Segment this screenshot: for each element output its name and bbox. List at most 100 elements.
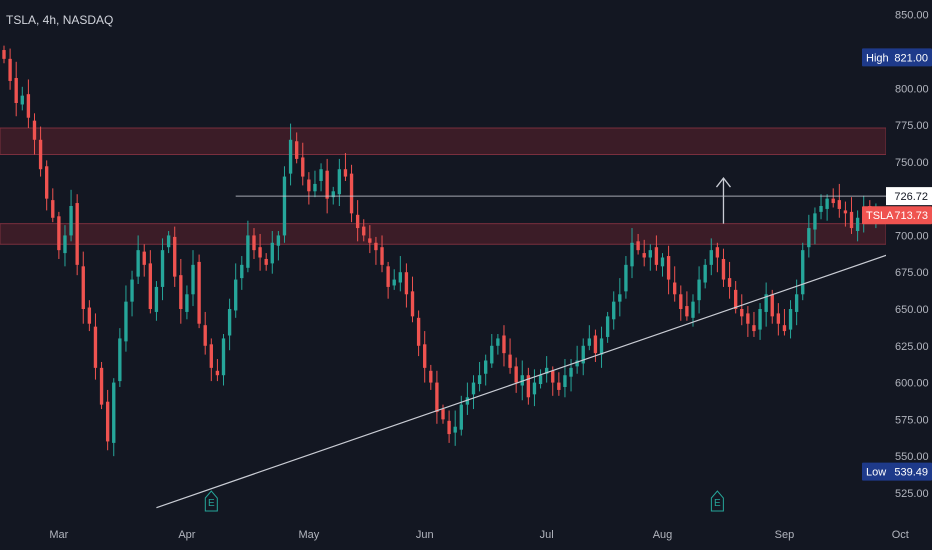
- candle-body: [532, 382, 537, 395]
- high-badge-label: High: [866, 52, 889, 64]
- candle-body: [825, 198, 829, 209]
- candle-body: [660, 257, 665, 267]
- candle-body: [471, 382, 476, 395]
- candle-body: [807, 228, 811, 248]
- candle-body: [14, 77, 18, 103]
- candle-body: [179, 275, 183, 309]
- candlesticks: [2, 45, 878, 457]
- candle-body: [788, 309, 793, 330]
- candle-body: [685, 306, 689, 317]
- candle-body: [32, 120, 37, 140]
- candle-body: [209, 344, 213, 368]
- price-tick-label: 550.00: [895, 451, 929, 463]
- candle-body: [843, 210, 848, 214]
- candle-body: [252, 235, 256, 251]
- candle-body: [301, 157, 305, 177]
- low-badge-value: 539.49: [894, 467, 928, 479]
- candle-body: [569, 367, 573, 377]
- high-badge-value: 821.00: [894, 52, 928, 64]
- candle-body: [526, 375, 531, 398]
- candle-body: [666, 256, 671, 280]
- candle-body: [112, 382, 116, 443]
- candle-body: [246, 235, 250, 268]
- candle-body: [337, 169, 342, 195]
- candle-body: [727, 278, 732, 287]
- time-tick-label: Jul: [540, 529, 554, 541]
- candle-body: [429, 370, 433, 383]
- candle-body: [362, 226, 366, 236]
- resistance-zones: [0, 127, 887, 245]
- candle-body: [654, 247, 659, 265]
- candle-body: [831, 198, 835, 204]
- candle-body: [349, 173, 354, 214]
- candle-body: [703, 264, 707, 283]
- candle-body: [26, 94, 31, 118]
- level-badge-bg: [886, 187, 932, 206]
- candle-body: [374, 242, 378, 251]
- candle-body: [380, 247, 384, 265]
- candle-body: [648, 250, 652, 258]
- symbol-title: TSLA, 4h, NASDAQ: [6, 13, 114, 27]
- candle-body: [673, 282, 677, 295]
- candle-body: [81, 266, 85, 309]
- candle-body: [325, 170, 329, 199]
- candle-body: [57, 216, 61, 251]
- earnings-label: E: [714, 498, 721, 509]
- candle-body: [636, 241, 640, 251]
- candle-body: [392, 279, 396, 286]
- candle-body: [258, 247, 262, 258]
- price-tick-label: 775.00: [895, 120, 929, 132]
- candle-body: [355, 214, 360, 229]
- candle-body: [38, 139, 43, 170]
- candle-body: [191, 264, 195, 295]
- candle-body: [118, 338, 122, 382]
- candle-body: [502, 335, 506, 354]
- time-tick-label: Apr: [178, 529, 195, 541]
- candle-body: [99, 367, 104, 405]
- candle-body: [794, 294, 799, 312]
- candle-body: [709, 250, 713, 265]
- candle-body: [612, 301, 616, 320]
- time-tick-label: Mar: [49, 529, 68, 541]
- candle-body: [782, 325, 787, 332]
- candle-body: [45, 166, 49, 199]
- resistance-zone: [0, 127, 887, 155]
- price-tick-label: 700.00: [895, 230, 929, 242]
- price-axis[interactable]: [886, 0, 932, 520]
- candle-body: [642, 253, 646, 258]
- candle-body: [282, 176, 287, 236]
- candle-body: [51, 200, 55, 218]
- earnings-label: E: [208, 498, 215, 509]
- candle-body: [484, 360, 488, 374]
- candle-body: [368, 238, 372, 243]
- candle-body: [343, 169, 348, 177]
- candle-body: [618, 294, 622, 302]
- candle-body: [69, 206, 73, 236]
- candle-body: [20, 95, 24, 105]
- candle-body: [691, 301, 695, 318]
- candle-body: [453, 426, 457, 433]
- candle-body: [173, 236, 177, 277]
- candle-body: [575, 360, 579, 367]
- candle-body: [234, 279, 238, 311]
- candle-body: [185, 294, 189, 312]
- candle-body: [410, 291, 415, 317]
- candle-body: [581, 345, 585, 364]
- candle-body: [197, 261, 201, 324]
- candle-body: [240, 264, 244, 279]
- time-axis-labels: Mar Apr May Jun Jul Aug Sep Oct: [49, 529, 908, 541]
- candle-body: [142, 251, 146, 265]
- time-axis[interactable]: [0, 520, 886, 550]
- candle-body: [563, 375, 567, 387]
- candle-body: [416, 317, 421, 346]
- candle-body: [837, 200, 841, 209]
- candle-body: [276, 235, 281, 246]
- time-tick-label: Oct: [892, 529, 909, 541]
- candle-body: [801, 250, 805, 295]
- candle-body: [605, 316, 610, 337]
- candle-body: [740, 309, 744, 317]
- candle-body: [215, 370, 220, 376]
- candle-body: [770, 294, 774, 317]
- candle-body: [776, 313, 781, 324]
